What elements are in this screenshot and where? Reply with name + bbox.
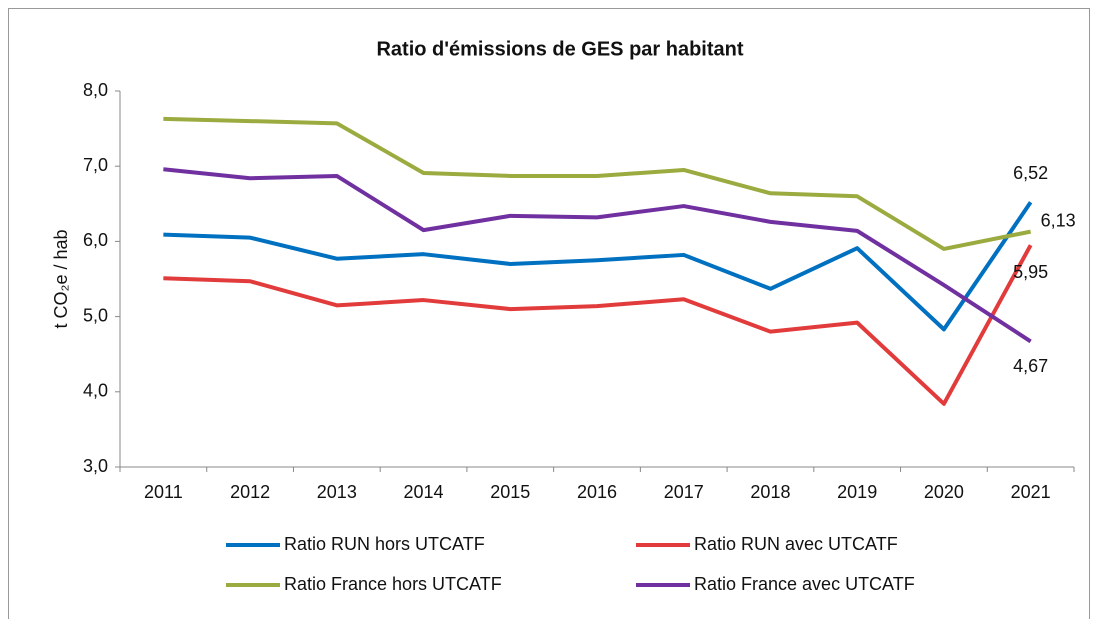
y-tick-label: 6,0: [83, 230, 108, 250]
y-tick-label: 8,0: [83, 80, 108, 100]
chart-border: [8, 8, 1090, 619]
legend-label: Ratio France hors UTCATF: [284, 574, 502, 594]
y-tick-label: 7,0: [83, 155, 108, 175]
y-tick-label: 4,0: [83, 381, 108, 401]
legend-label: Ratio RUN hors UTCATF: [284, 534, 485, 554]
series-line: [163, 167, 1032, 344]
y-axis-label: t CO₂e / hab: [51, 229, 71, 328]
x-tick-label: 2015: [490, 482, 530, 502]
x-tick-label: 2019: [837, 482, 877, 502]
value-label: 6,52: [1013, 163, 1048, 183]
value-label: 5,95: [1013, 262, 1048, 282]
x-tick-label: 2012: [230, 482, 270, 502]
x-tick-label: 2021: [1011, 482, 1051, 502]
x-tick-label: 2011: [144, 482, 183, 502]
value-label: 6,13: [1041, 210, 1076, 230]
value-label: 4,67: [1013, 356, 1048, 376]
y-tick-label: 3,0: [83, 456, 108, 476]
x-tick-label: 2017: [664, 482, 704, 502]
series-line: [163, 201, 1033, 332]
x-tick-label: 2016: [577, 482, 617, 502]
x-tick-label: 2014: [404, 482, 444, 502]
chart-title: Ratio d'émissions de GES par habitant: [376, 38, 743, 60]
legend-label: Ratio RUN avec UTCATF: [694, 534, 898, 554]
x-tick-label: 2018: [750, 482, 790, 502]
legend-label: Ratio France avec UTCATF: [694, 574, 915, 594]
series-line: [163, 116, 1032, 251]
series-line: [163, 244, 1033, 406]
x-tick-label: 2013: [317, 482, 357, 502]
y-tick-label: 5,0: [83, 305, 108, 325]
x-tick-label: 2020: [924, 482, 964, 502]
